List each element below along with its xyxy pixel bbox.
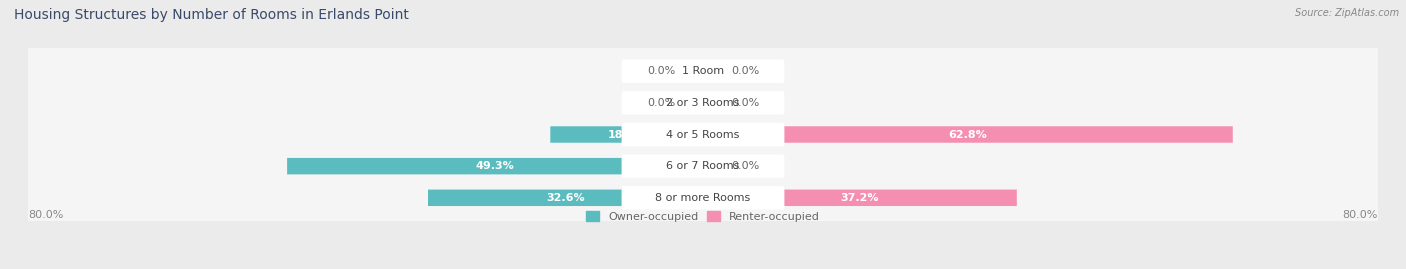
Text: 18.1%: 18.1% bbox=[607, 129, 645, 140]
FancyBboxPatch shape bbox=[703, 190, 1017, 206]
FancyBboxPatch shape bbox=[703, 95, 724, 111]
Text: 80.0%: 80.0% bbox=[28, 210, 63, 220]
FancyBboxPatch shape bbox=[621, 91, 785, 115]
FancyBboxPatch shape bbox=[25, 128, 1381, 205]
FancyBboxPatch shape bbox=[550, 126, 703, 143]
Text: 4 or 5 Rooms: 4 or 5 Rooms bbox=[666, 129, 740, 140]
FancyBboxPatch shape bbox=[703, 63, 724, 79]
Text: 0.0%: 0.0% bbox=[731, 66, 759, 76]
Text: 49.3%: 49.3% bbox=[475, 161, 515, 171]
Text: Housing Structures by Number of Rooms in Erlands Point: Housing Structures by Number of Rooms in… bbox=[14, 8, 409, 22]
Text: Source: ZipAtlas.com: Source: ZipAtlas.com bbox=[1295, 8, 1399, 18]
FancyBboxPatch shape bbox=[682, 95, 703, 111]
FancyBboxPatch shape bbox=[682, 63, 703, 79]
FancyBboxPatch shape bbox=[25, 33, 1381, 110]
FancyBboxPatch shape bbox=[703, 126, 1233, 143]
Text: 0.0%: 0.0% bbox=[647, 98, 675, 108]
FancyBboxPatch shape bbox=[25, 96, 1381, 173]
Text: 62.8%: 62.8% bbox=[949, 129, 987, 140]
Text: 0.0%: 0.0% bbox=[731, 161, 759, 171]
Text: 0.0%: 0.0% bbox=[731, 98, 759, 108]
Text: 1 Room: 1 Room bbox=[682, 66, 724, 76]
Text: 6 or 7 Rooms: 6 or 7 Rooms bbox=[666, 161, 740, 171]
FancyBboxPatch shape bbox=[25, 159, 1381, 236]
Text: 2 or 3 Rooms: 2 or 3 Rooms bbox=[666, 98, 740, 108]
Legend: Owner-occupied, Renter-occupied: Owner-occupied, Renter-occupied bbox=[586, 211, 820, 222]
FancyBboxPatch shape bbox=[621, 123, 785, 146]
FancyBboxPatch shape bbox=[621, 59, 785, 83]
FancyBboxPatch shape bbox=[703, 158, 724, 174]
FancyBboxPatch shape bbox=[25, 64, 1381, 141]
Text: 37.2%: 37.2% bbox=[841, 193, 879, 203]
Text: 8 or more Rooms: 8 or more Rooms bbox=[655, 193, 751, 203]
Text: 80.0%: 80.0% bbox=[1343, 210, 1378, 220]
FancyBboxPatch shape bbox=[427, 190, 703, 206]
FancyBboxPatch shape bbox=[621, 154, 785, 178]
FancyBboxPatch shape bbox=[621, 186, 785, 210]
FancyBboxPatch shape bbox=[287, 158, 703, 174]
Text: 0.0%: 0.0% bbox=[647, 66, 675, 76]
Text: 32.6%: 32.6% bbox=[546, 193, 585, 203]
